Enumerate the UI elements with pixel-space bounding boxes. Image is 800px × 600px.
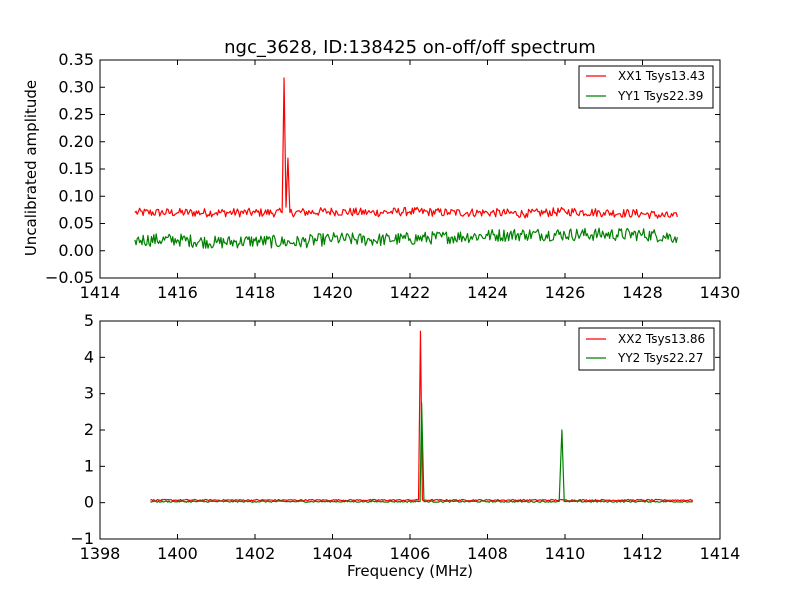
legend-label-xx1: XX1 Tsys13.43 — [618, 69, 705, 83]
y-tick-label: 4 — [84, 347, 94, 366]
x-tick-label: 1414 — [700, 544, 741, 563]
x-tick-label: 1428 — [622, 283, 663, 302]
y-tick-label: 0.25 — [58, 105, 94, 124]
x-axis-label: Frequency (MHz) — [347, 562, 473, 580]
legend-box — [578, 65, 714, 109]
x-tick-label: 1416 — [157, 283, 198, 302]
legend-box — [578, 327, 715, 371]
x-tick-label: 1422 — [390, 283, 431, 302]
x-tick-label: 1424 — [467, 283, 508, 302]
y-tick-label: 0.30 — [58, 77, 94, 96]
x-tick-label: 1426 — [545, 283, 586, 302]
x-tick-label: 1404 — [312, 544, 353, 563]
x-tick-label: 1410 — [545, 544, 586, 563]
chart-title: ngc_3628, ID:138425 on-off/off spectrum — [224, 37, 596, 58]
y-tick-label: 5 — [84, 311, 94, 330]
legend: XX2 Tsys13.86 YY2 Tsys22.27 — [578, 327, 715, 371]
y-tick-label: 3 — [84, 384, 94, 403]
y-tick-label: 0 — [84, 493, 94, 512]
x-tick-label: 1408 — [467, 544, 508, 563]
y-tick-label: −0.05 — [45, 268, 94, 287]
x-tick-label: 1430 — [700, 283, 741, 302]
y-tick-label: 0.00 — [58, 241, 94, 260]
y-tick-label: 1 — [84, 456, 94, 475]
y-tick-label: 0.20 — [58, 132, 94, 151]
legend: XX1 Tsys13.43 YY1 Tsys22.39 — [578, 65, 714, 109]
legend-label-xx2: XX2 Tsys13.86 — [618, 332, 705, 346]
y-tick-label: 0.10 — [58, 186, 94, 205]
y-tick-label: 2 — [84, 420, 94, 439]
x-tick-label: 1398 — [80, 544, 121, 563]
legend-label-yy2: YY2 Tsys22.27 — [617, 351, 703, 365]
x-tick-label: 1414 — [80, 283, 121, 302]
panel-top: ngc_3628, ID:138425 on-off/off spectrum … — [22, 37, 740, 302]
series-line-xx1 — [134, 77, 678, 220]
y-axis-label: Uncalibrated amplitude — [22, 80, 40, 256]
y-tick-label: 0.35 — [58, 50, 94, 69]
x-tick-label: 1418 — [235, 283, 276, 302]
y-tick-label: 0.15 — [58, 159, 94, 178]
x-tick-label: 1402 — [235, 544, 276, 563]
y-tick-label: 0.05 — [58, 214, 94, 233]
x-tick-label: 1420 — [312, 283, 353, 302]
x-tick-label: 1400 — [157, 544, 198, 563]
x-tick-label: 1412 — [622, 544, 663, 563]
series-line-yy2 — [150, 402, 694, 503]
y-tick-label: −1 — [70, 529, 94, 548]
x-tick-label: 1406 — [390, 544, 431, 563]
legend-label-yy1: YY1 Tsys22.39 — [617, 89, 703, 103]
series-line-yy1 — [134, 227, 678, 249]
panel-bottom: Frequency (MHz) 1398 1400 1402 1404 1406 1408… — [70, 311, 740, 580]
